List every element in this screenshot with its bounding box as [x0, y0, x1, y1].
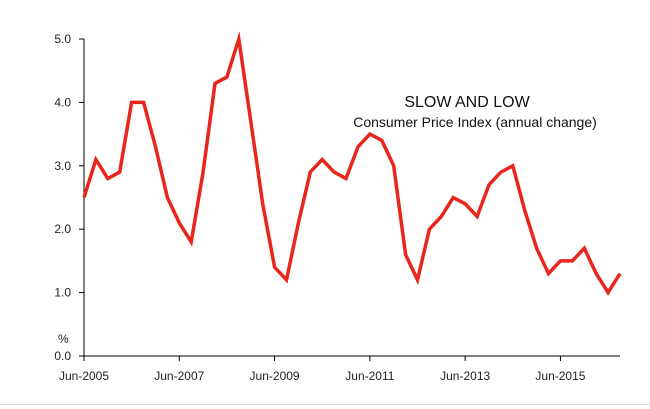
cpi-data-point — [344, 176, 348, 180]
cpi-data-point — [189, 240, 193, 244]
cpi-data-point — [582, 246, 586, 250]
cpi-data-point — [284, 278, 288, 282]
cpi-data-point — [130, 100, 134, 104]
cpi-data-point — [511, 164, 515, 168]
cpi-data-point — [475, 215, 479, 219]
cpi-data-point — [463, 202, 467, 206]
cpi-data-point — [523, 208, 527, 212]
y-tick-label: 5.0 — [54, 32, 71, 46]
cpi-data-point — [142, 100, 146, 104]
bottom-divider — [0, 404, 650, 405]
cpi-data-point — [332, 170, 336, 174]
y-tick-label: 3.0 — [54, 159, 71, 173]
x-tick-label: Jun-2005 — [59, 369, 109, 383]
x-tick-label: Jun-2011 — [345, 369, 394, 383]
y-tick-label: 2.0 — [54, 222, 71, 236]
cpi-data-point — [404, 253, 408, 257]
y-ticks: 0.0 1.0 2.0 3.0 4.0 5.0 — [54, 32, 84, 363]
cpi-data-point — [273, 265, 277, 269]
cpi-data-point — [213, 81, 217, 85]
x-tick-label: Jun-2009 — [250, 369, 300, 383]
cpi-data-point — [356, 145, 360, 149]
cpi-data-point — [618, 272, 622, 276]
x-tick-label: Jun-2007 — [154, 369, 204, 383]
cpi-data-point — [416, 278, 420, 282]
cpi-series-line — [82, 31, 622, 296]
y-axis-unit-label: % — [58, 332, 69, 346]
x-tick-label: Jun-2015 — [535, 369, 585, 383]
cpi-data-point — [392, 164, 396, 168]
cpi-data-point — [237, 37, 241, 41]
cpi-data-point — [82, 196, 86, 200]
cpi-data-point — [380, 138, 384, 142]
cpi-data-point — [153, 145, 157, 149]
cpi-data-point — [320, 157, 324, 161]
chart-title: SLOW AND LOW — [404, 94, 530, 111]
cpi-data-point — [368, 132, 372, 136]
cpi-data-point — [308, 170, 312, 174]
cpi-data-point — [118, 170, 122, 174]
cpi-data-point — [499, 170, 503, 174]
series-layer — [82, 31, 622, 296]
cpi-data-point — [249, 119, 253, 123]
cpi-data-point — [261, 202, 265, 206]
cpi-data-point — [558, 259, 562, 263]
cpi-data-point — [296, 221, 300, 225]
cpi-data-point — [594, 272, 598, 276]
cpi-data-point — [487, 183, 491, 187]
cpi-data-point — [201, 170, 205, 174]
cpi-data-point — [570, 259, 574, 263]
cpi-data-point — [177, 221, 181, 225]
x-tick-label: Jun-2013 — [440, 369, 490, 383]
y-tick-label: 1.0 — [54, 286, 71, 300]
cpi-data-point — [427, 227, 431, 231]
x-ticks: Jun-2005 Jun-2007 Jun-2009 Jun-2011 Jun-2013… — [59, 356, 586, 383]
cpi-data-point — [94, 157, 98, 161]
cpi-data-point — [606, 291, 610, 295]
y-tick-label: 0.0 — [54, 349, 71, 363]
cpi-data-point — [547, 272, 551, 276]
cpi-data-point — [165, 196, 169, 200]
y-tick-label: 4.0 — [54, 95, 71, 109]
cpi-data-point — [535, 246, 539, 250]
cpi-data-point — [106, 176, 110, 180]
chart-subtitle: Consumer Price Index (annual change) — [353, 114, 597, 130]
cpi-data-point — [451, 196, 455, 200]
cpi-data-point — [439, 215, 443, 219]
cpi-data-point — [225, 75, 229, 79]
